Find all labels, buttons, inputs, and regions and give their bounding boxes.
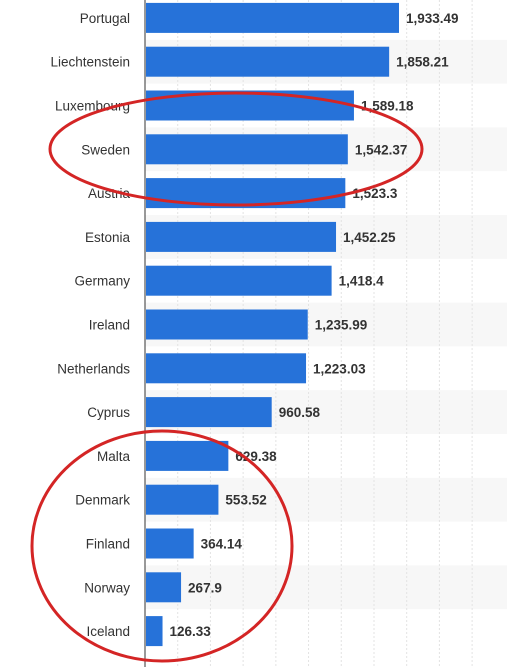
category-label: Norway	[84, 580, 130, 595]
category-label: Austria	[88, 186, 131, 201]
category-label: Estonia	[85, 230, 131, 245]
category-label: Iceland	[86, 624, 130, 639]
value-label: 126.33	[170, 624, 212, 639]
category-label: Denmark	[75, 493, 130, 508]
bar	[146, 572, 182, 603]
annotation-ellipse	[48, 91, 424, 207]
bar	[146, 616, 163, 647]
value-labels: 1,933.49 1,858.21 1,589.18 1,542.37 1,523.3 1…	[170, 11, 459, 639]
category-label: Cyprus	[87, 405, 130, 420]
value-label: 553.52	[225, 493, 266, 508]
category-label: Liechtenstein	[50, 55, 130, 70]
value-label: 1,589.18	[361, 99, 414, 114]
bar	[146, 353, 307, 384]
value-label: 1,452.25	[343, 230, 396, 245]
bar	[146, 221, 337, 252]
bar	[146, 309, 308, 340]
category-labels: Portugal Liechtenstein Luxembourg Sweden Aus…	[50, 11, 130, 639]
value-label: 1,235.99	[315, 318, 368, 333]
value-label: 1,542.37	[355, 142, 408, 157]
bars	[146, 2, 399, 647]
annotations	[30, 91, 424, 663]
row-stripe	[145, 565, 507, 610]
value-label: 960.58	[279, 405, 321, 420]
category-label: Finland	[86, 537, 130, 552]
category-label: Malta	[97, 449, 131, 464]
bar	[146, 397, 272, 428]
bar	[146, 2, 399, 33]
bar	[146, 265, 332, 296]
bar	[146, 134, 348, 165]
category-label: Germany	[74, 274, 130, 289]
bar	[146, 484, 219, 515]
value-label: 364.14	[201, 537, 243, 552]
value-label: 267.9	[188, 580, 222, 595]
value-label: 1,933.49	[406, 11, 459, 26]
value-label: 1,418.4	[339, 274, 385, 289]
value-label: 1,223.03	[313, 361, 366, 376]
bar	[146, 528, 194, 559]
category-label: Ireland	[89, 318, 130, 333]
annotation-ellipse	[30, 429, 294, 663]
bar	[146, 440, 229, 471]
value-label: 629.38	[235, 449, 277, 464]
category-label: Portugal	[80, 11, 130, 26]
value-label: 1,523.3	[352, 186, 398, 201]
category-label: Sweden	[81, 142, 130, 157]
bar	[146, 46, 390, 77]
category-label: Luxembourg	[55, 99, 130, 114]
value-label: 1,858.21	[396, 55, 449, 70]
category-label: Netherlands	[57, 361, 130, 376]
